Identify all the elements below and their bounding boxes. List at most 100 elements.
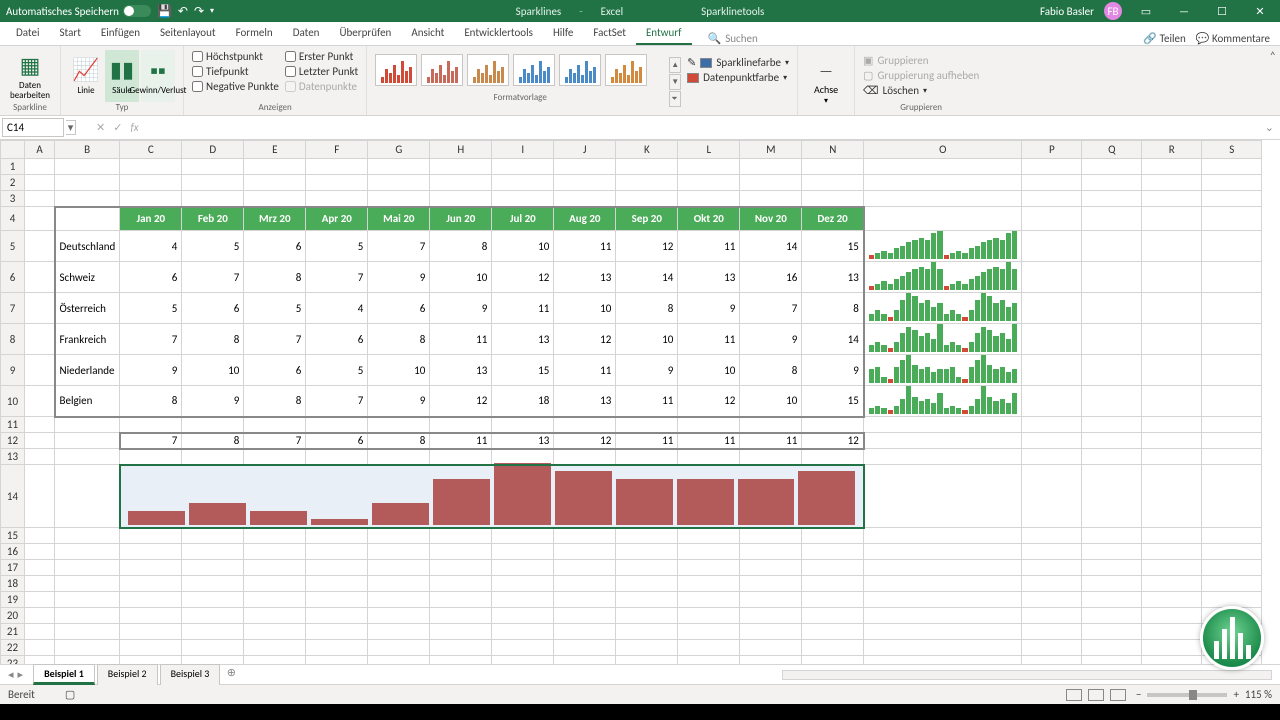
cell[interactable] [120,624,182,640]
cell[interactable]: Deutschland [55,231,120,262]
cell[interactable]: Frankreich [55,324,120,355]
cell[interactable] [1202,175,1262,191]
cell[interactable]: Jun 20 [430,207,492,231]
cell[interactable] [306,608,368,624]
cell[interactable] [182,159,244,175]
large-sparkline-cell[interactable] [120,465,864,528]
cell[interactable]: 13 [802,262,864,293]
cell[interactable] [740,544,802,560]
cell[interactable] [244,560,306,576]
cell[interactable] [182,175,244,191]
ribbon-tab-entwurf[interactable]: Entwurf [636,22,692,45]
cell[interactable]: 8 [430,231,492,262]
cell[interactable]: Feb 20 [182,207,244,231]
cell[interactable] [55,576,120,592]
qat-dropdown-icon[interactable]: ▾ [210,6,214,16]
cell[interactable] [25,293,55,324]
cell[interactable] [678,175,740,191]
cell[interactable] [492,191,554,207]
style-thumb[interactable] [421,54,463,86]
cell[interactable] [864,433,1022,449]
cell[interactable]: 8 [368,324,430,355]
cell[interactable] [1202,159,1262,175]
search-box[interactable]: 🔍 Suchen [708,32,758,45]
cell[interactable] [368,449,430,465]
cell[interactable] [182,576,244,592]
cell[interactable] [616,608,678,624]
cell[interactable] [1022,433,1082,449]
toggle-switch[interactable] [123,5,151,17]
cell[interactable] [554,624,616,640]
style-thumb[interactable] [375,54,417,86]
cell[interactable] [1022,544,1082,560]
cell[interactable]: 4 [306,293,368,324]
cell[interactable] [1142,355,1202,386]
row-header[interactable]: 23 [1,656,25,665]
cell[interactable] [120,417,182,433]
cell[interactable] [25,355,55,386]
cell[interactable] [244,191,306,207]
col-header[interactable]: G [368,141,430,159]
cell[interactable] [25,608,55,624]
cell[interactable] [492,640,554,656]
cell[interactable] [1022,386,1082,417]
cell[interactable] [182,640,244,656]
cell[interactable]: 12 [802,433,864,449]
gallery-more-icon[interactable]: ⏷ [669,91,681,107]
redo-icon[interactable]: ↷ [194,4,204,19]
cell[interactable]: 12 [492,262,554,293]
cancel-icon[interactable]: ✕ [96,121,105,134]
col-header[interactable]: A [25,141,55,159]
ribbon-tab-daten[interactable]: Daten [283,22,330,45]
cell[interactable] [554,576,616,592]
cell[interactable] [120,175,182,191]
ribbon-collapse-icon[interactable]: ▭ [1132,5,1160,18]
cell[interactable] [1022,417,1082,433]
style-thumb[interactable] [605,54,647,86]
cell[interactable] [1022,592,1082,608]
cell[interactable]: 7 [120,433,182,449]
cell[interactable] [1082,544,1142,560]
cell[interactable] [1082,231,1142,262]
point-color-button[interactable]: Datenpunktfarbe▾ [687,71,789,84]
cell[interactable] [802,624,864,640]
cell[interactable] [492,417,554,433]
cell[interactable] [554,592,616,608]
cell[interactable] [430,624,492,640]
cell[interactable] [430,560,492,576]
cell[interactable] [1142,465,1202,528]
cell[interactable] [55,207,120,231]
fx-icon[interactable]: fx [130,121,138,134]
cell[interactable] [740,159,802,175]
cell[interactable] [120,449,182,465]
cell[interactable] [368,640,430,656]
group-button[interactable]: ▣Gruppieren [863,54,979,67]
row-header[interactable]: 2 [1,175,25,191]
col-header[interactable]: B [55,141,120,159]
cell[interactable] [616,544,678,560]
cell[interactable] [1202,207,1262,231]
chk-markers[interactable]: Datenpunkte [285,80,358,93]
cell[interactable] [678,159,740,175]
cell[interactable] [1022,449,1082,465]
cell[interactable] [616,175,678,191]
axis-button[interactable]: ⎯ Achse ▾ [806,50,846,106]
cell[interactable] [1022,560,1082,576]
ribbon-tab-entwicklertools[interactable]: Entwicklertools [454,22,543,45]
ribbon-tab-factset[interactable]: FactSet [583,22,636,45]
cell[interactable] [120,656,182,665]
cell[interactable] [492,608,554,624]
cell[interactable] [25,528,55,544]
cell[interactable] [368,608,430,624]
cell[interactable] [55,528,120,544]
cell[interactable] [1142,576,1202,592]
cell[interactable] [306,417,368,433]
cell[interactable]: Jan 20 [120,207,182,231]
cell[interactable]: 11 [616,386,678,417]
cell[interactable]: 9 [430,293,492,324]
cell[interactable] [554,417,616,433]
row-header[interactable]: 7 [1,293,25,324]
cell[interactable]: Apr 20 [306,207,368,231]
cell[interactable] [55,656,120,665]
col-header[interactable]: C [120,141,182,159]
